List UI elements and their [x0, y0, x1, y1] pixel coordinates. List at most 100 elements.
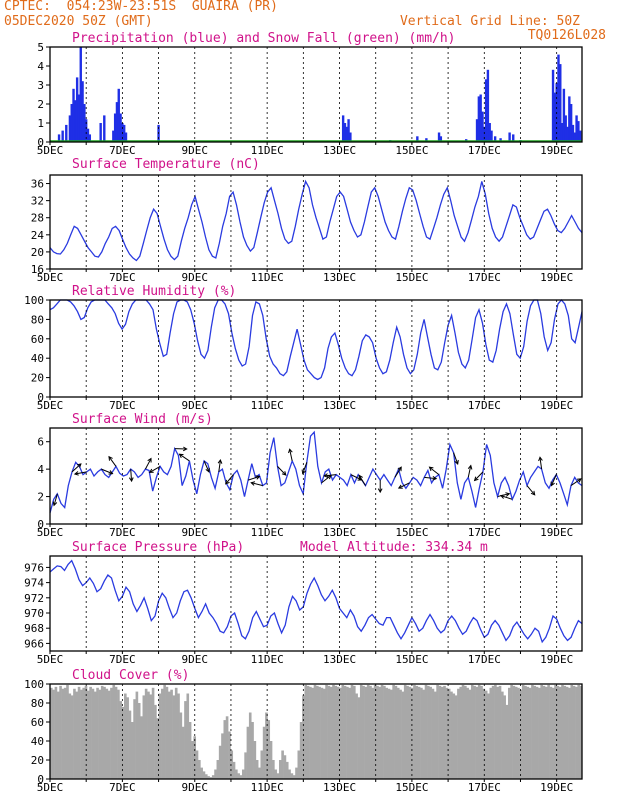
cloud-bar [154, 704, 157, 779]
cloud-bar [371, 687, 375, 779]
wind-arrow-head [301, 469, 307, 475]
y-tick-label: 20 [31, 754, 44, 767]
y-tick-label: 974 [24, 577, 44, 590]
cloud-bar [336, 686, 340, 779]
cloud-bar [325, 684, 328, 779]
precip-bar [512, 134, 515, 142]
precip-bar [508, 132, 511, 142]
cloud-bar [149, 694, 153, 779]
cloud-bar [355, 693, 358, 779]
precip-bar [115, 102, 119, 142]
x-tick-label: 5DEC [37, 399, 64, 412]
cloud-bar [260, 750, 264, 779]
cloud-bar [103, 686, 106, 779]
cloud-bar [480, 685, 483, 779]
wind-arrow-head [108, 455, 113, 461]
wind-arrow [179, 453, 190, 462]
precip-bar [68, 115, 72, 142]
x-tick-label: 13DEC [323, 653, 356, 666]
cloud-bar [459, 686, 463, 779]
x-tick-label: 15DEC [395, 399, 428, 412]
x-tick-label: 7DEC [109, 653, 136, 666]
x-tick-label: 11DEC [251, 781, 284, 794]
precip-bar [562, 88, 566, 142]
wind-arrow-head [358, 474, 363, 480]
cloud-bar [195, 750, 199, 779]
precip-bar [341, 115, 345, 142]
wind-arrow-head [128, 477, 134, 483]
cloud-bar [232, 761, 236, 779]
cloud-bar [521, 684, 525, 779]
cloud-bar [470, 684, 474, 779]
cloud-bar [343, 685, 347, 779]
y-tick-label: 3 [37, 79, 44, 92]
cloud-bar [216, 760, 220, 779]
wind-arrow-head [148, 468, 154, 473]
wind-arrow-head [397, 484, 403, 489]
cloud-bar [440, 686, 444, 779]
cloud-bar [510, 684, 513, 779]
y-tick-label: 80 [31, 697, 44, 710]
cloud-bar [457, 688, 460, 779]
cloud-bar [269, 741, 273, 779]
precip-bar [77, 94, 81, 142]
cloud-bar [542, 685, 546, 779]
cloud-bar [93, 691, 97, 779]
cloud-bar [387, 688, 391, 779]
cloud-bar [306, 685, 310, 779]
cloud-bar [572, 685, 576, 779]
cloud-bar [121, 706, 125, 779]
cloud-bar [135, 691, 139, 779]
y-tick-label: 24 [31, 229, 45, 242]
cloud-bar [147, 691, 150, 779]
cloud-bar [63, 687, 67, 779]
cloud-bar [443, 685, 446, 779]
cloud-bar [401, 691, 405, 779]
precip-bar [75, 77, 79, 142]
wind-arrow-head [288, 448, 293, 454]
y-tick-label: 1 [37, 117, 44, 130]
cloud-bar [87, 690, 90, 779]
cloud-bar [531, 684, 534, 779]
panel-pressure: Surface Pressure (hPa) Model Altitude: 33… [24, 540, 583, 666]
cloud-bar [56, 691, 60, 779]
rh-line [49, 299, 583, 381]
cloud-bar [230, 750, 234, 779]
y-tick-label: 966 [24, 637, 44, 650]
y-tick-label: 5 [37, 41, 44, 54]
cloud-bar [501, 691, 504, 779]
cloud-bar [322, 688, 326, 779]
cloud-bar [327, 685, 331, 779]
precip-bar [103, 115, 106, 142]
wind-arrow-head [281, 471, 287, 476]
y-tick-label: 2 [37, 491, 44, 504]
cloud-bar [341, 684, 345, 779]
cloud-bar [540, 684, 543, 779]
precip-bar [347, 119, 350, 142]
cloud-bar [54, 686, 58, 779]
cloud-bar [165, 686, 169, 779]
cloud-bar [107, 690, 111, 779]
panel-rh: Relative Humidity (%) 0 20 40 60 80 100 5DEC 7DE… [24, 284, 583, 412]
cloud-bar [383, 685, 386, 779]
cloud-bar [454, 695, 458, 779]
cloud-bar [514, 686, 518, 779]
cloud-bar [163, 684, 166, 779]
panel-title: Surface Temperature (nC) [72, 157, 260, 172]
panel-wind: Surface Wind (m/s) 0 2 4 6 5DEC 7DEC 9DEC 11DEC 1… [37, 412, 583, 539]
cloud-bar [484, 690, 488, 779]
wind-arrow [526, 485, 536, 496]
cloud-bar [468, 689, 472, 779]
cloud-bar [158, 693, 162, 779]
y-tick-label: 970 [24, 607, 44, 620]
precip-bar [486, 69, 490, 142]
cloud-bar [394, 685, 398, 779]
cloud-bar [209, 777, 213, 779]
panel-title: Surface Wind (m/s) [72, 412, 213, 427]
cloud-bar [66, 684, 69, 779]
x-tick-label: 11DEC [251, 271, 284, 284]
cloud-bar [318, 686, 321, 779]
x-tick-label: 19DEC [540, 526, 573, 539]
cloud-bar [237, 773, 240, 779]
